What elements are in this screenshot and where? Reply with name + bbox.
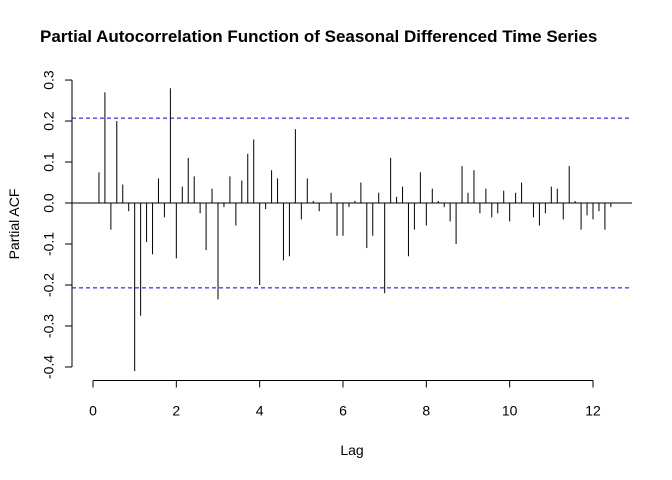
x-tick-label: 10 [502,403,518,419]
x-tick-label: 4 [256,403,264,419]
chart-title: Partial Autocorrelation Function of Seas… [40,27,597,46]
x-tick-label: 2 [172,403,180,419]
y-tick-label: 0.0 [41,193,57,213]
y-tick-label: -0.3 [41,314,57,338]
y-tick-label: -0.2 [41,273,57,297]
x-tick-label: 8 [422,403,430,419]
y-tick-label: 0.2 [41,111,57,131]
y-axis-label: Partial ACF [6,189,22,260]
y-tick-label: -0.1 [41,232,57,256]
y-tick-label: 0.1 [41,152,57,172]
x-tick-label: 12 [585,403,601,419]
x-axis-label: Lag [340,442,363,458]
x-tick-label: 6 [339,403,347,419]
y-tick-label: 0.3 [41,70,57,90]
y-tick-label: -0.4 [41,355,57,379]
x-tick-label: 0 [89,403,97,419]
